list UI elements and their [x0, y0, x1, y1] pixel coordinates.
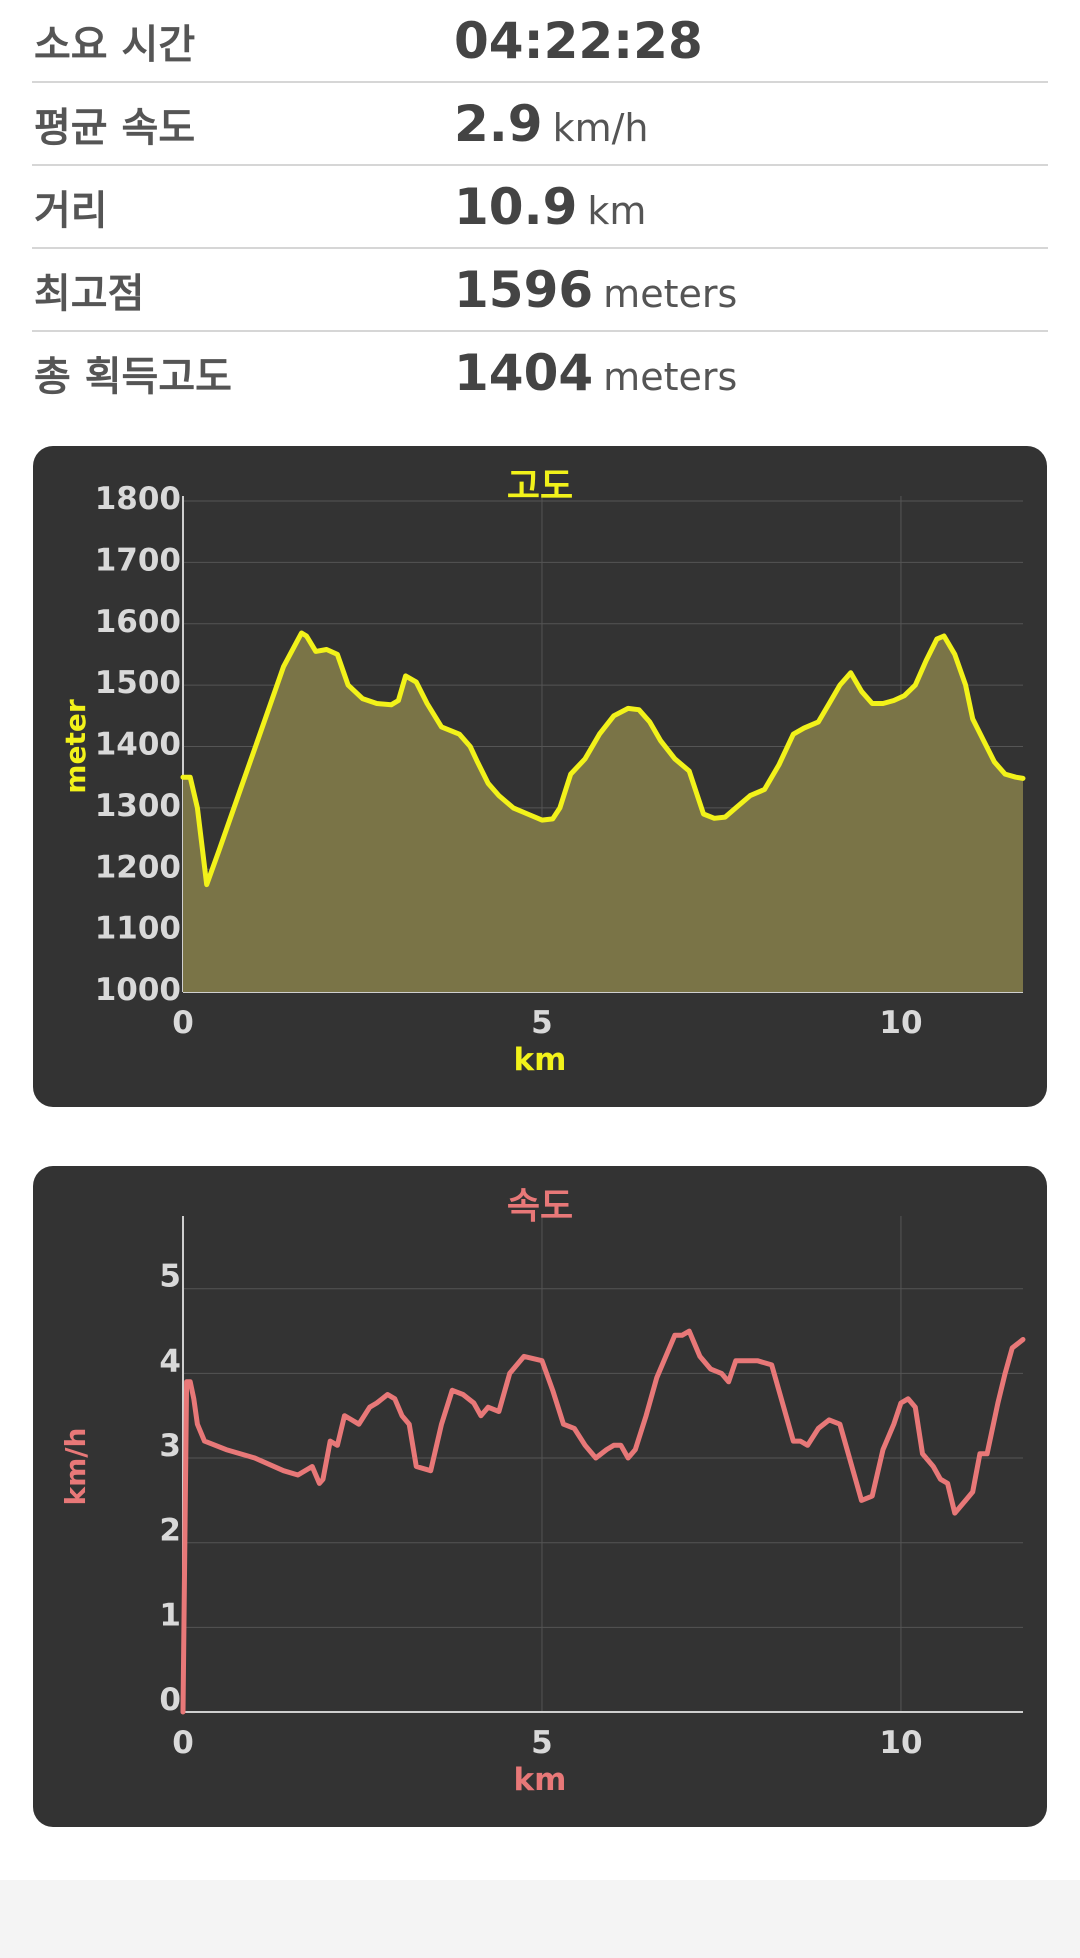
chart-title: 속도	[507, 1186, 573, 1227]
stat-row: 평균 속도 2.9 km/h	[32, 83, 1048, 166]
stat-value: 10.9 km	[454, 178, 646, 236]
y-axis-label: km/h	[59, 1428, 92, 1506]
stat-label: 평균 속도	[34, 104, 196, 151]
stat-value: 2.9 km/h	[454, 95, 649, 153]
stat-unit: meters	[603, 354, 738, 399]
y-tick-label: 1500	[95, 665, 181, 701]
stat-number: 1596	[454, 260, 594, 319]
y-tick-label: 1100	[95, 911, 181, 947]
elevation-chart-card: 1000 1100 1200 1300 1400 1500 1600 1700 1800 0 5 10…	[33, 446, 1047, 1107]
stat-row: 소요 시간 04:22:28	[32, 0, 1048, 83]
y-tick-label: 0	[159, 1682, 181, 1718]
stat-row: 총 획득고도 1404 meters	[32, 332, 1048, 413]
area-fill	[183, 633, 1023, 992]
x-tick-label: 5	[531, 1725, 553, 1761]
stat-unit: meters	[603, 271, 738, 316]
speed-chart-card: 0 1 2 3 4 5 0 5 10 속도 km km/h	[33, 1166, 1047, 1827]
y-tick-label: 4	[159, 1343, 181, 1379]
x-tick-label: 0	[172, 1725, 194, 1761]
stat-value: 04:22:28	[454, 12, 703, 70]
stat-row: 거리 10.9 km	[32, 166, 1048, 249]
stat-label: 소요 시간	[34, 21, 196, 68]
y-tick-label: 1400	[95, 727, 181, 763]
y-tick-label: 1800	[95, 481, 181, 517]
y-tick-label: 2	[159, 1513, 181, 1549]
y-tick-label: 1300	[95, 788, 181, 824]
stat-value: 1404 meters	[454, 344, 737, 402]
y-tick-label: 1700	[95, 542, 181, 578]
series-line	[180, 1328, 1026, 1715]
series-line	[180, 630, 1026, 888]
y-tick-label: 1	[159, 1597, 181, 1633]
y-tick-label: 3	[159, 1428, 181, 1464]
y-tick-label: 1000	[95, 972, 181, 1008]
stat-value: 1596 meters	[454, 261, 737, 319]
y-tick-label: 1200	[95, 849, 181, 885]
stat-number: 2.9	[454, 94, 543, 153]
stat-row: 최고점 1596 meters	[32, 249, 1048, 332]
stat-unit: km	[587, 188, 647, 233]
stat-label: 거리	[34, 187, 108, 234]
stat-number: 04:22:28	[454, 11, 703, 70]
stat-number: 10.9	[454, 177, 578, 236]
chart-title: 고도	[507, 466, 573, 507]
stat-label: 총 획득고도	[34, 353, 232, 400]
y-tick-label: 5	[159, 1259, 181, 1295]
x-tick-label: 0	[172, 1005, 194, 1041]
x-tick-label: 10	[879, 1005, 922, 1041]
bottom-bar	[0, 1880, 1080, 1958]
x-tick-label: 10	[879, 1725, 922, 1761]
y-tick-label: 1600	[95, 604, 181, 640]
stat-label: 최고점	[34, 270, 145, 317]
x-axis-label: km	[514, 1042, 567, 1078]
y-axis-label: meter	[59, 699, 92, 794]
x-tick-label: 5	[531, 1005, 553, 1041]
stat-unit: km/h	[552, 105, 649, 150]
stat-number: 1404	[454, 343, 594, 402]
x-axis-label: km	[514, 1762, 567, 1798]
speed-chart: 0 1 2 3 4 5 0 5 10 속도 km km/h	[59, 1186, 1026, 1798]
elevation-chart: 1000 1100 1200 1300 1400 1500 1600 1700 1800 0 5 10…	[59, 466, 1026, 1078]
stats-table: 소요 시간 04:22:28 평균 속도 2.9 km/h 거리 10.9 km 최고점 1596…	[32, 0, 1048, 413]
